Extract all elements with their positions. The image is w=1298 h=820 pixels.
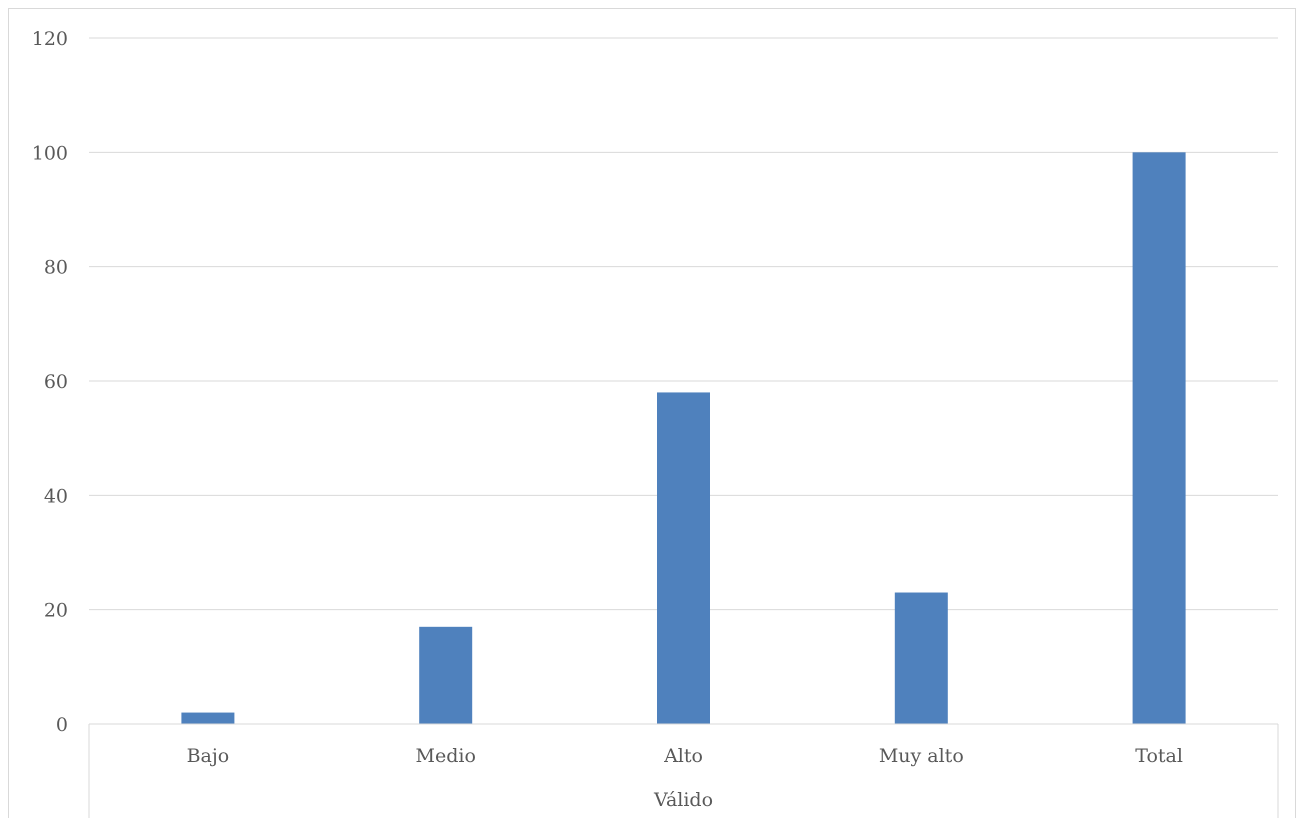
- y-tick-label: 100: [32, 142, 68, 164]
- bar: [1132, 152, 1186, 725]
- y-axis-ticks: 0 20 40 60 80 100 120: [32, 28, 68, 736]
- y-tick-label: 120: [32, 28, 68, 50]
- bar: [419, 626, 473, 724]
- x-tick-label: Muy alto: [879, 745, 964, 767]
- y-tick-label: 0: [56, 714, 68, 736]
- bars: [181, 152, 1186, 725]
- x-axis-category-labels: Bajo Medio Alto Muy alto Total: [187, 745, 1183, 767]
- y-tick-label: 60: [44, 371, 68, 393]
- bar: [181, 712, 235, 724]
- x-tick-label: Medio: [416, 745, 476, 767]
- x-axis-group-label: Válido: [653, 789, 713, 811]
- chart-frame: [8, 8, 1296, 818]
- y-tick-label: 20: [44, 600, 68, 622]
- x-tick-label: Bajo: [187, 745, 230, 767]
- x-axis: [88, 723, 1279, 818]
- bar: [657, 392, 710, 724]
- x-tick-label: Total: [1135, 745, 1183, 767]
- x-tick-label: Alto: [663, 745, 703, 767]
- y-tick-label: 80: [44, 257, 68, 279]
- y-tick-label: 40: [44, 485, 68, 507]
- bar: [894, 592, 948, 724]
